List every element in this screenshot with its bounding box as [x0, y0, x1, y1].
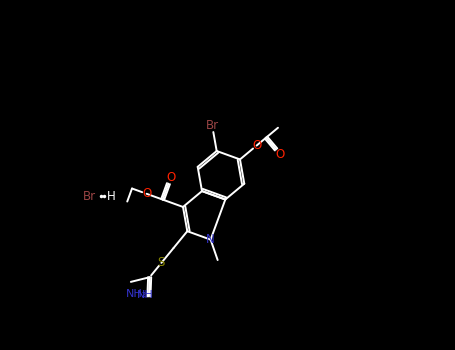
- Text: N: N: [206, 233, 215, 246]
- Text: O: O: [166, 172, 175, 184]
- Text: O: O: [252, 139, 261, 152]
- Text: O: O: [275, 148, 285, 161]
- Text: NH₂: NH₂: [126, 289, 147, 299]
- Text: Br: Br: [206, 119, 219, 132]
- Text: H: H: [107, 189, 116, 203]
- Text: O: O: [142, 187, 151, 200]
- Text: Br: Br: [83, 189, 96, 203]
- Text: S: S: [158, 256, 165, 270]
- Text: NH: NH: [136, 290, 153, 300]
